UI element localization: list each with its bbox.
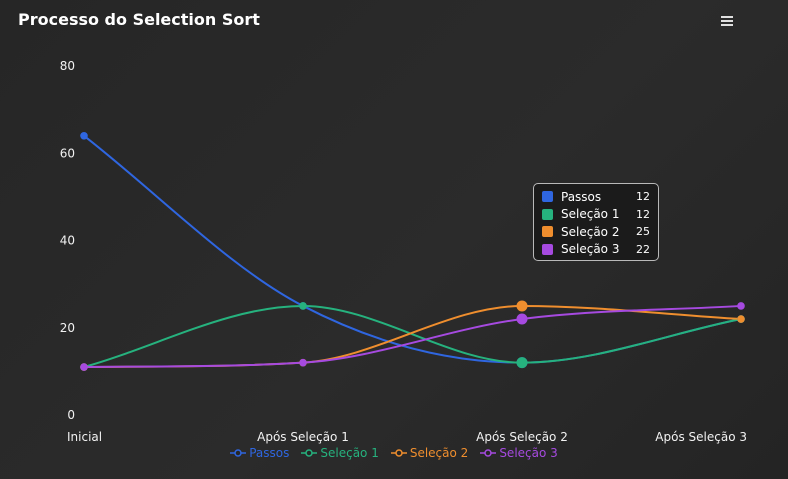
- y-tick-label: 60: [60, 146, 75, 160]
- tooltip-series-value: 12: [636, 207, 650, 221]
- data-point[interactable]: [516, 357, 528, 369]
- tooltip-row-selecao-2: Seleção 2 25: [542, 223, 650, 241]
- tooltip-row-passos: Passos 12: [542, 188, 650, 206]
- series-line-2: [83, 304, 742, 368]
- legend-item-selecao-1[interactable]: Seleção 1: [301, 446, 379, 460]
- data-point[interactable]: [737, 302, 745, 310]
- series-line-4: [83, 304, 742, 369]
- tooltip: Passos 12 Seleção 1 12 Seleção 2 25 Sele…: [533, 183, 659, 261]
- tooltip-series-name: Seleção 1: [561, 207, 620, 222]
- legend-label: Passos: [249, 446, 290, 460]
- hamburger-menu-icon[interactable]: [718, 13, 736, 29]
- legend-line-marker-icon: [390, 449, 407, 457]
- legend-label: Seleção 1: [320, 446, 379, 460]
- series-lines: [83, 135, 742, 369]
- tooltip-series-name: Seleção 2: [561, 224, 620, 239]
- y-tick-label: 20: [60, 321, 75, 335]
- tooltip-row-selecao-3: Seleção 3 22: [542, 241, 650, 259]
- legend: Passos Seleção 1 Seleção 2 Seleção 3: [0, 446, 788, 460]
- tooltip-swatch: [542, 191, 553, 203]
- y-tick-label: 40: [60, 234, 75, 248]
- tooltip-swatch: [542, 208, 553, 220]
- data-point[interactable]: [299, 302, 307, 310]
- data-point[interactable]: [516, 300, 528, 312]
- tooltip-series-value: 12: [636, 190, 650, 204]
- tooltip-series-value: 25: [636, 225, 650, 239]
- legend-label: Seleção 2: [409, 446, 469, 460]
- series-line-3: [83, 304, 742, 369]
- x-tick-label: Após Seleção 2: [476, 430, 568, 444]
- x-tick-label: Após Seleção 3: [655, 430, 747, 444]
- series-points: [80, 132, 745, 371]
- data-point[interactable]: [299, 358, 307, 367]
- tooltip-series-name: Seleção 3: [561, 242, 620, 257]
- legend-item-selecao-2[interactable]: Seleção 2: [390, 446, 469, 460]
- data-point[interactable]: [737, 315, 745, 323]
- legend-line-marker-icon: [480, 449, 497, 457]
- tooltip-swatch: [542, 226, 553, 238]
- tooltip-series-value: 22: [636, 242, 650, 256]
- data-point[interactable]: [516, 313, 528, 325]
- legend-line-marker-icon: [230, 449, 247, 457]
- legend-label: Seleção 3: [499, 446, 558, 460]
- y-tick-label: 0: [67, 408, 75, 422]
- data-point[interactable]: [80, 132, 88, 140]
- chart-title: Processo do Selection Sort: [18, 10, 260, 29]
- tooltip-series-name: Passos: [561, 189, 602, 204]
- legend-line-marker-icon: [301, 449, 318, 457]
- x-tick-label: Após Seleção 1: [257, 430, 349, 444]
- y-tick-label: 80: [60, 59, 75, 73]
- y-axis: 0 20 40 60 80: [60, 59, 75, 422]
- x-axis: Inicial Após Seleção 1 Após Seleção 2 Após …: [67, 430, 747, 444]
- tooltip-row-selecao-1: Seleção 1 12: [542, 206, 650, 224]
- legend-item-selecao-3[interactable]: Seleção 3: [480, 446, 558, 460]
- legend-item-passos[interactable]: Passos: [230, 446, 289, 460]
- tooltip-swatch: [542, 243, 553, 255]
- data-point[interactable]: [80, 363, 88, 371]
- x-tick-label: Inicial: [67, 430, 102, 444]
